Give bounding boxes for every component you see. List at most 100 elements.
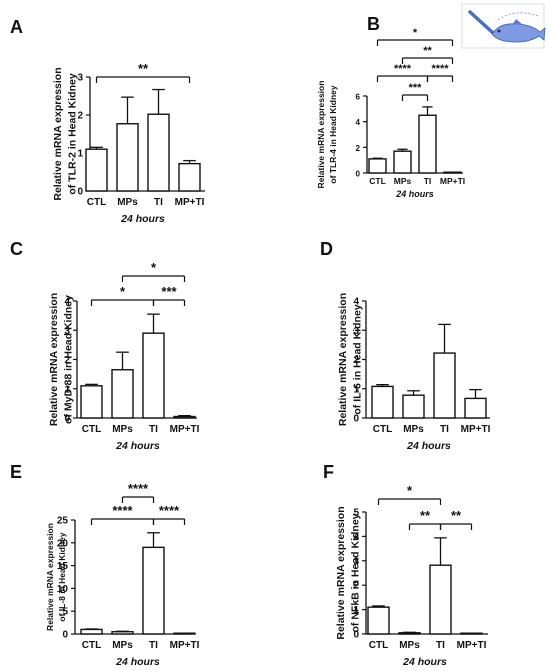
y-axis-label: Relative mRNA expression of TLR-2 in Head… xyxy=(52,67,79,200)
y-tick-label: 5 xyxy=(353,508,359,519)
x-tick-label: MP+TI xyxy=(461,424,491,435)
x-tick-label: MPs xyxy=(112,424,133,435)
y-tick-label: 1 xyxy=(353,384,359,395)
y-tick-label: 1 xyxy=(77,149,83,160)
y-axis-label: Relative mRNA expression of IL-6 in Head … xyxy=(337,293,364,426)
x-tick-label: CTL xyxy=(87,197,106,208)
significance-label: * xyxy=(120,284,126,299)
x-axis-label: 24 hours xyxy=(120,213,165,225)
significance-label: **** xyxy=(394,63,412,75)
significance-bracket: * xyxy=(376,27,454,46)
significance-bracket: **** xyxy=(426,63,454,82)
fish-eye-icon xyxy=(497,29,501,33)
y-axis-label-line: of TLR-4 in Head Kidney xyxy=(328,85,338,184)
significance-label: ** xyxy=(423,45,432,57)
fish-injection-illustration xyxy=(461,3,546,49)
y-tick-label: 2 xyxy=(353,355,359,366)
significance-bracket: **** xyxy=(376,63,429,82)
panel-A: A 0 1 2 3 CTL MPs TI MP+TI 24 hours Relative mRNA … xyxy=(10,17,205,225)
bar-mpti xyxy=(173,632,196,635)
y-tick-label: 3 xyxy=(353,556,359,567)
x-tick-label: MPs xyxy=(394,176,412,186)
bar-mpti xyxy=(178,162,201,192)
bar-ti xyxy=(429,564,452,635)
y-axis-label-line: Relative mRNA expression xyxy=(335,506,347,639)
y-tick-label: 1 xyxy=(64,384,70,395)
significance-label: **** xyxy=(159,503,180,518)
significance-bracket: **** xyxy=(121,481,155,503)
significance-bracket: * xyxy=(377,483,442,505)
significance-label: ** xyxy=(451,508,462,523)
bar-ctl xyxy=(80,628,103,635)
x-tick-label: CTL xyxy=(82,424,101,435)
x-axis-label: 24 hours xyxy=(406,440,451,452)
y-tick-label: 3 xyxy=(64,326,70,337)
y-tick-label: 3 xyxy=(77,73,83,84)
x-tick-label: MP+TI xyxy=(457,640,487,651)
significance-bracket: **** xyxy=(152,503,186,525)
significance-label: ** xyxy=(420,508,431,523)
significance-label: *** xyxy=(161,284,177,299)
significance-label: * xyxy=(413,27,418,39)
panel-letter: C xyxy=(10,239,23,259)
y-tick-label: 25 xyxy=(57,516,69,527)
bar-ctl xyxy=(85,148,108,192)
panel-letter: B xyxy=(367,14,380,34)
significance-bracket: *** xyxy=(152,284,186,306)
significance-label: * xyxy=(407,483,413,498)
bar-mps xyxy=(111,369,134,419)
significance-bracket: *** xyxy=(401,82,429,101)
x-tick-label: TI xyxy=(149,640,158,651)
x-tick-label: TI xyxy=(149,424,158,435)
y-axis-label-line: of MyD-88 in Head Kidney xyxy=(62,295,74,424)
x-tick-label: CTL xyxy=(82,640,101,651)
y-tick-label: 0 xyxy=(64,414,70,425)
y-axis-label-line: Relative mRNA expression xyxy=(48,293,60,426)
y-tick-label: 4 xyxy=(64,297,70,308)
y-tick-label: 0 xyxy=(353,414,359,425)
x-tick-label: TI xyxy=(424,176,432,186)
x-tick-label: MPs xyxy=(112,640,133,651)
significance-bracket: ** xyxy=(95,61,191,83)
y-axis-label-line: of IL-6 in Head Kidney xyxy=(351,304,363,414)
y-tick-label: 0 xyxy=(353,630,359,641)
y-tick-label: 0 xyxy=(77,187,83,198)
fish-fin-icon xyxy=(512,19,522,25)
bar-ti xyxy=(147,113,170,192)
y-tick-label: 2 xyxy=(64,355,70,366)
significance-bracket: ** xyxy=(401,45,454,64)
bar-ctl xyxy=(371,385,394,419)
x-tick-label: TI xyxy=(440,424,449,435)
significance-bracket: **** xyxy=(90,503,155,525)
y-axis-label-line: of TLR-2 in Head Kidney xyxy=(66,73,78,195)
panel-C: C 0 1 2 3 4 CTL MPs TI MP+TI 24 hours Relative mRNA… xyxy=(10,239,200,452)
panel-letter: E xyxy=(10,462,22,482)
panel-F: F 0 1 2 3 4 5 CTL MPs TI MP+TI 24 hours Relative mRN… xyxy=(323,462,488,668)
significance-label: **** xyxy=(128,481,149,496)
y-axis-label-line: Relative mRNA expression xyxy=(337,293,349,426)
syringe-icon xyxy=(468,10,494,34)
y-axis-label-line: Relative mRNA expression xyxy=(52,67,64,200)
y-axis-label-line: of IL-8 in Head Kidney xyxy=(57,532,67,622)
panel-E: E 0 5 10 15 20 25 CTL MPs TI MP+TI 24 hours Relative… xyxy=(10,462,200,668)
bar-mps xyxy=(402,394,425,419)
y-axis-label-line: of NFkB in Head Kidney xyxy=(349,513,361,632)
y-tick-label: 6 xyxy=(356,93,361,102)
panel-letter: D xyxy=(320,239,333,259)
y-axis-label: Relative mRNA expression of TLR-4 in Head… xyxy=(316,81,338,189)
significance-label: **** xyxy=(431,63,449,75)
y-tick-label: 15 xyxy=(57,561,69,572)
y-tick-label: 20 xyxy=(57,538,69,549)
x-axis-label: 24 hours xyxy=(395,189,434,199)
bar-ctl xyxy=(367,606,390,635)
y-tick-label: 10 xyxy=(57,584,69,595)
y-tick-label: 4 xyxy=(353,297,359,308)
panel-B: B 0 2 4 6 CTL MPs TI MP+TI 24 hours Relative mRNA … xyxy=(316,14,465,199)
bar-mps xyxy=(393,150,412,174)
x-tick-label: MP+TI xyxy=(170,424,200,435)
y-axis-label-line: Relative mRNA expression xyxy=(45,523,55,631)
bar-ti xyxy=(418,114,437,174)
panel-D: D 0 1 2 3 4 CTL MPs TI MP+TI 24 hours Relative mRNA… xyxy=(320,239,491,452)
bar-mpti xyxy=(173,415,196,419)
panel-letter: A xyxy=(10,17,23,37)
